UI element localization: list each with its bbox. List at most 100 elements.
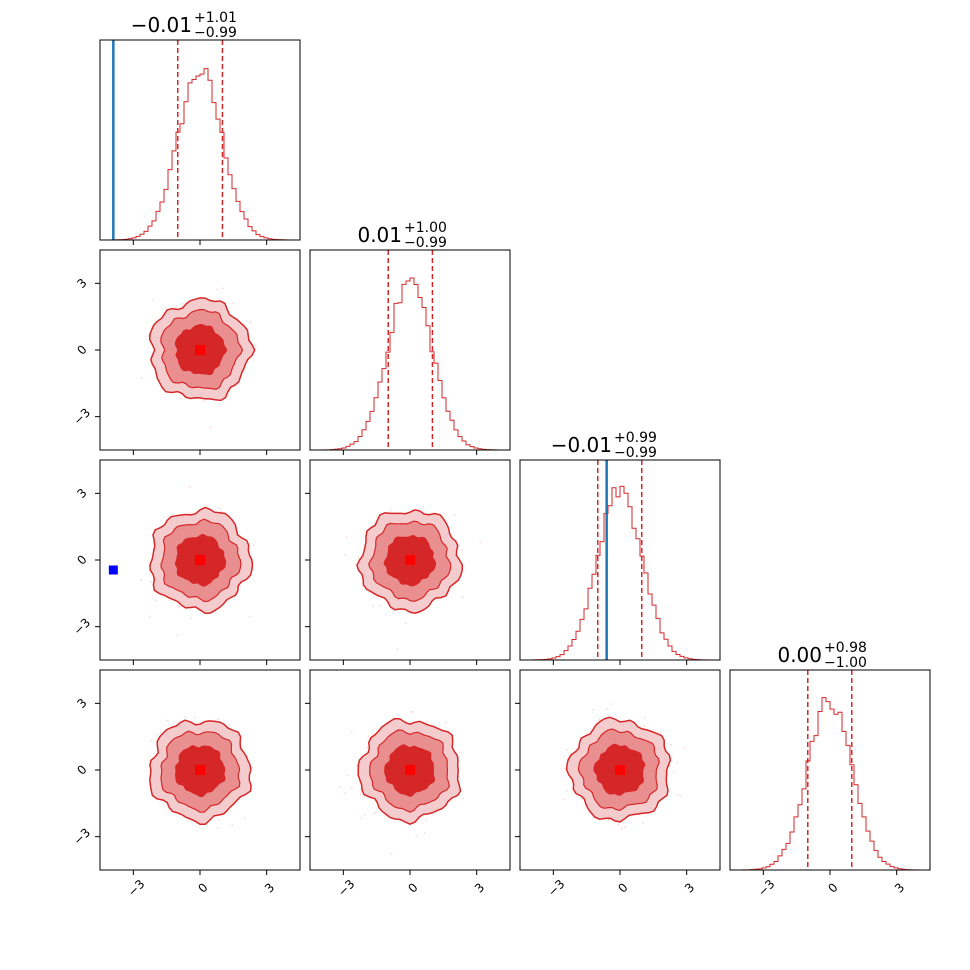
sample-point [345, 536, 348, 539]
y-tick-label: 3 [74, 486, 89, 501]
sample-point [193, 716, 196, 719]
sample-point [254, 344, 257, 347]
panel-title: 0.01 [357, 223, 402, 247]
sample-point [659, 731, 662, 734]
sample-point [221, 287, 224, 290]
sample-point [344, 554, 347, 556]
x-tick-label: 3 [682, 880, 697, 895]
sample-point [228, 723, 231, 726]
sample-point [683, 747, 686, 750]
sample-point [220, 510, 222, 513]
highlight-marker [108, 565, 118, 575]
sample-point [623, 826, 626, 828]
sample-point [176, 634, 178, 637]
panel-3-2: −3 0 3 [515, 669, 721, 899]
sample-point [148, 615, 151, 618]
x-tick-label: −3 [335, 877, 357, 899]
sample-point [231, 824, 234, 826]
histogram-1 [309, 277, 511, 451]
sample-point [366, 746, 369, 749]
panel-1-0: −3 0 3 [71, 249, 301, 455]
sample-point [149, 739, 152, 742]
histogram-2 [519, 485, 721, 661]
median-marker [615, 765, 625, 775]
panel-0-0: −0.01 +1.01−0.99 [99, 10, 301, 245]
sample-point [360, 816, 363, 819]
sample-point [218, 819, 220, 821]
median-marker [195, 345, 205, 355]
sample-point [177, 606, 180, 608]
title-minus: −0.99 [404, 235, 447, 251]
sample-point [216, 288, 219, 291]
sample-point [415, 835, 418, 838]
sample-point [606, 708, 609, 710]
sample-point [166, 719, 169, 722]
sample-point [679, 795, 682, 797]
sample-point [149, 581, 152, 583]
sample-point [617, 824, 620, 826]
sample-point [458, 776, 460, 778]
panel-frame [99, 39, 301, 241]
sample-point [672, 771, 675, 774]
panel-2-1 [305, 459, 511, 665]
sample-point [168, 599, 171, 602]
sample-point [566, 749, 568, 751]
x-tick-label: −3 [545, 877, 567, 899]
title-minus: −0.99 [614, 445, 657, 461]
median-marker [195, 765, 205, 775]
sample-point [155, 600, 157, 602]
sample-point [372, 605, 374, 607]
title-minus: −0.99 [194, 25, 237, 41]
title-plus: +0.99 [614, 430, 657, 446]
panel-inner [108, 486, 255, 637]
sample-point [445, 721, 448, 724]
panel-inner [149, 716, 253, 829]
y-tick-label: −3 [71, 405, 93, 427]
sample-point [140, 579, 142, 581]
sample-point [344, 792, 346, 795]
sample-point [454, 514, 456, 516]
sample-point [219, 507, 221, 510]
y-tick-label: −3 [71, 825, 93, 847]
sample-point [607, 819, 610, 821]
sample-point [181, 302, 184, 305]
sample-point [251, 766, 253, 769]
histogram-0 [99, 68, 301, 241]
sample-point [339, 786, 341, 788]
panel-2-2: −0.01 +0.99−0.99 [519, 430, 721, 665]
sample-point [462, 596, 464, 599]
sample-point [566, 789, 568, 792]
sample-point [563, 798, 566, 800]
sample-point [152, 299, 154, 301]
sample-point [479, 541, 481, 544]
y-tick-label: 0 [74, 762, 89, 777]
sample-point [203, 400, 206, 402]
sample-point [461, 549, 463, 551]
sample-point [422, 506, 424, 508]
sample-point [669, 764, 671, 767]
panel-3-3: 0.00 +0.98−1.00 −3 0 3 [729, 640, 931, 899]
panel-3-0: −3 0 3 −3 0 3 [71, 669, 301, 899]
sample-point [410, 613, 413, 615]
sample-point [610, 703, 612, 705]
sample-point [351, 731, 353, 734]
sample-point [189, 486, 192, 489]
sample-point [410, 710, 413, 713]
sample-point [367, 735, 370, 737]
sample-point [140, 377, 143, 379]
x-tick-label: 3 [262, 880, 277, 895]
x-tick-label: 0 [615, 880, 630, 895]
sample-point [404, 622, 407, 625]
x-tick-label: 0 [195, 880, 210, 895]
title-plus: +1.00 [404, 220, 447, 236]
sample-point [459, 751, 461, 754]
panel-2-0: −3 0 3 [71, 459, 301, 665]
sample-point [644, 717, 646, 719]
sample-point [351, 787, 353, 789]
panel-frame [729, 669, 931, 871]
sample-point [620, 827, 623, 830]
x-tick-label: 3 [892, 880, 907, 895]
sample-point [676, 762, 679, 764]
